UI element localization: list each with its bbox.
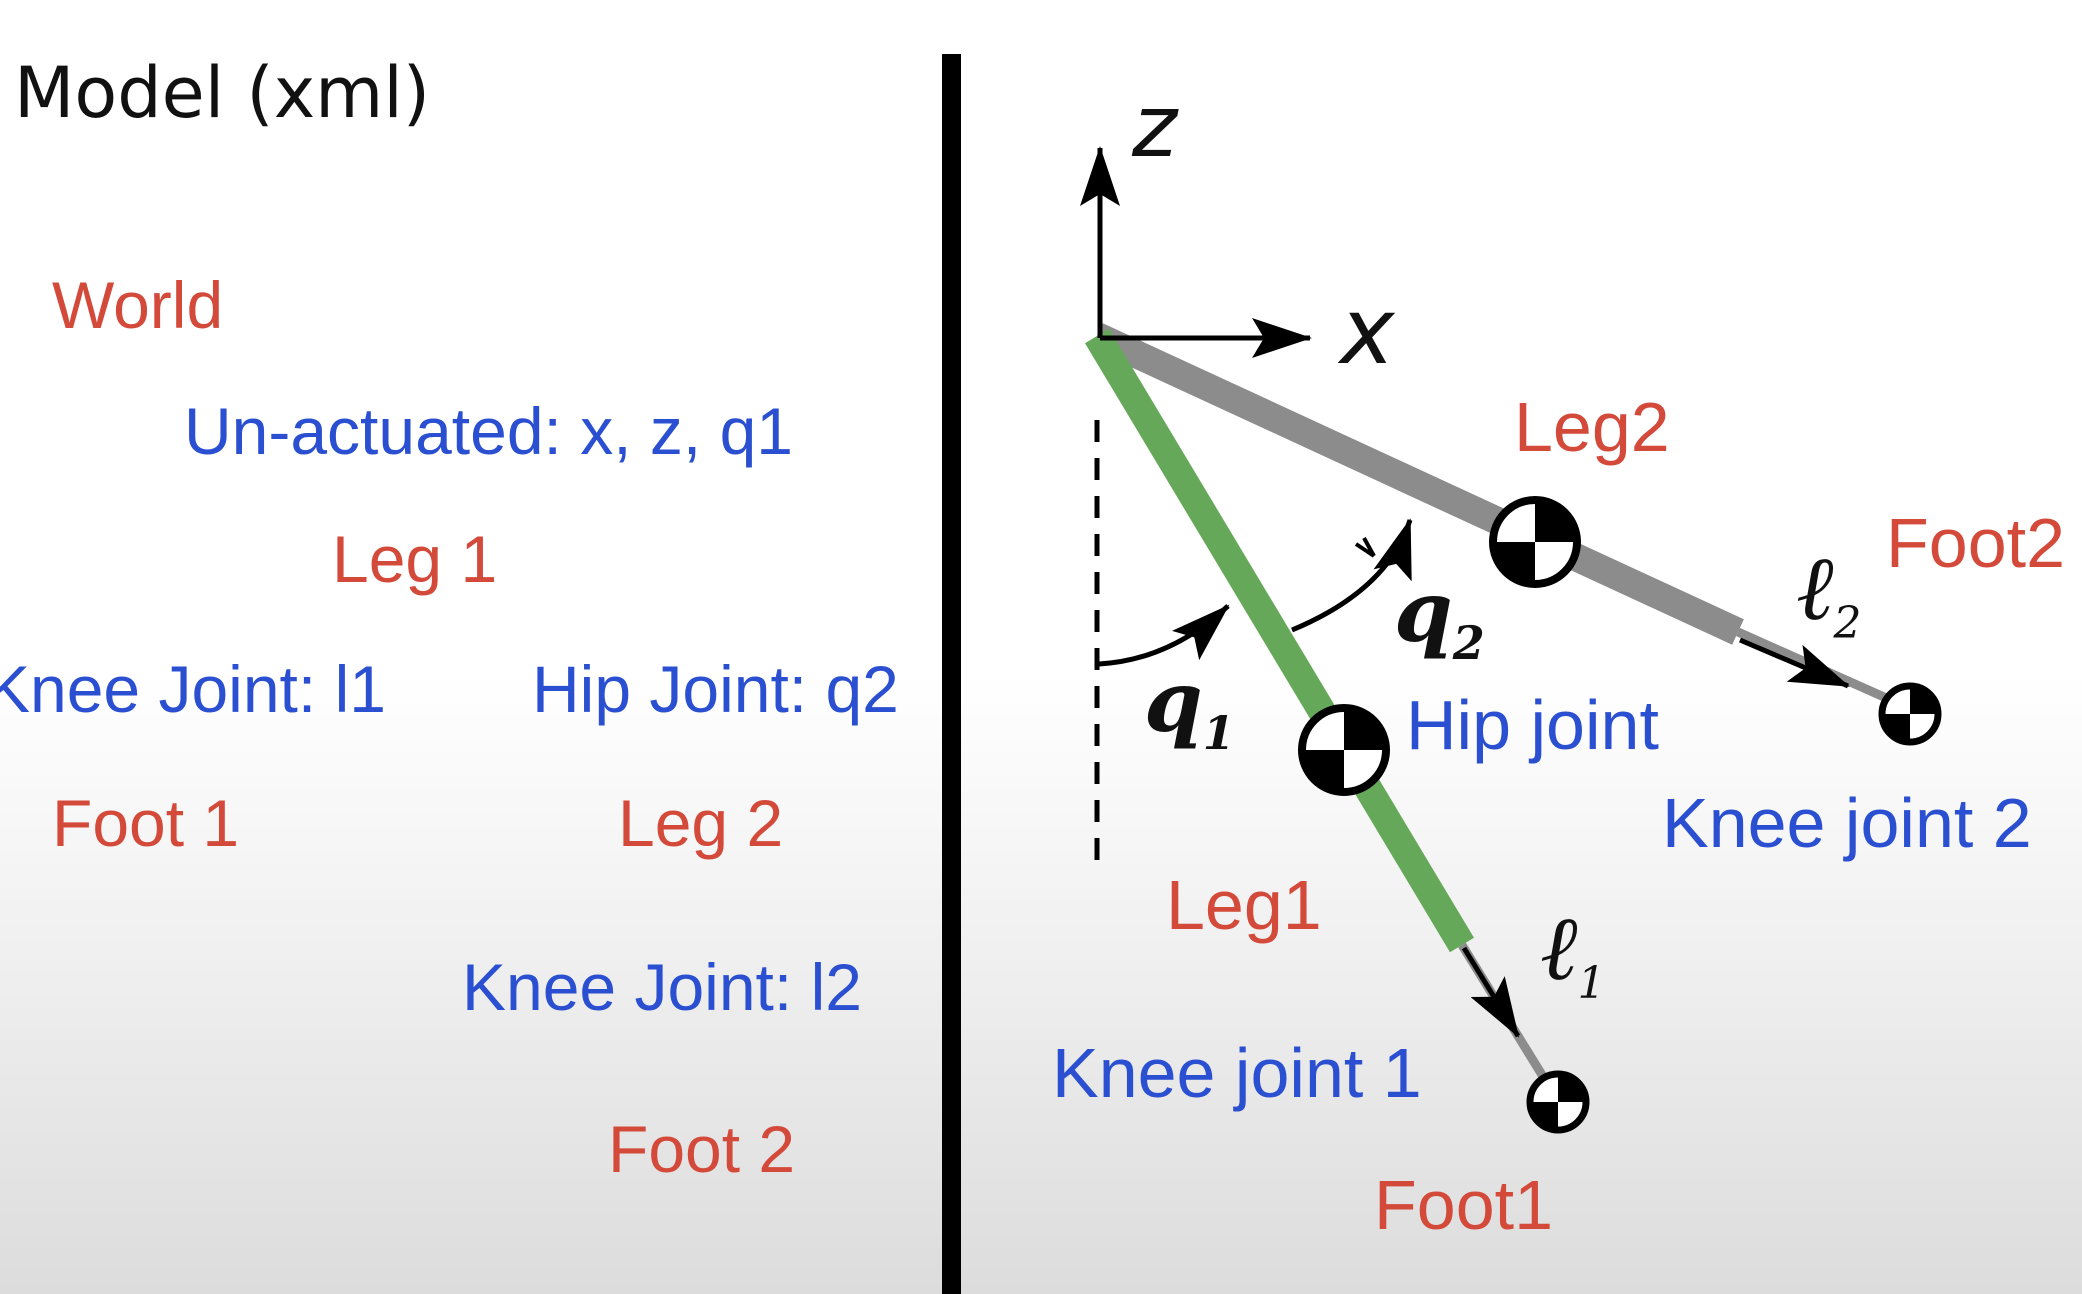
panel-divider (942, 54, 961, 1294)
leg2-label: Leg2 (1514, 388, 1670, 466)
l1-arrow (1461, 946, 1521, 1038)
q1-symbol: q1 (1144, 660, 1235, 756)
foot1-label: Foot1 (1374, 1166, 1553, 1244)
x-axis-label: x (1340, 278, 1395, 385)
knee-joint1-label: Knee joint 1 (1052, 1034, 1422, 1112)
tree-item-foot1: Foot 1 (52, 786, 240, 860)
foot2-label: Foot2 (1886, 504, 2065, 582)
hip-joint-label: Hip joint (1406, 686, 1659, 764)
leg1-label: Leg1 (1166, 866, 1322, 944)
l1-symbol: ℓ1 (1540, 904, 1606, 1006)
q2-subscript: 2 (1452, 615, 1485, 670)
q2-angle-arc (1291, 518, 1413, 633)
q1-angle-arc (1098, 604, 1230, 667)
tree-item-knee-joint-l2: Knee Joint: l2 (462, 950, 862, 1024)
l2-letter: ℓ (1796, 536, 1834, 641)
tree-item-unactuated: Un-actuated: x, z, q1 (184, 394, 793, 468)
knee-joint2-label: Knee joint 2 (1662, 784, 2032, 862)
z-axis-label: z (1132, 77, 1178, 177)
leg2-com-symbol (1489, 496, 1581, 588)
tree-item-world: World (52, 268, 224, 342)
tree-item-hip-joint-q2: Hip Joint: q2 (532, 652, 899, 726)
tree-item-foot2: Foot 2 (608, 1112, 796, 1186)
q2-letter: q (1394, 562, 1453, 661)
tree-item-knee-joint-l1: Knee Joint: l1 (0, 652, 386, 726)
panel-title: Model (xml) (14, 52, 431, 134)
tree-item-leg1: Leg 1 (332, 522, 498, 596)
tree-item-leg2: Leg 2 (618, 786, 784, 860)
hip-joint-symbol (1298, 704, 1390, 796)
foot1-symbol (1526, 1070, 1590, 1134)
l1-subscript: 1 (1577, 958, 1606, 1009)
leg1-link (1084, 328, 1475, 953)
l1-letter: ℓ (1540, 896, 1578, 1001)
q1-subscript: 1 (1202, 705, 1235, 760)
foot2-symbol (1878, 682, 1942, 746)
l2-arrow (1739, 637, 1850, 689)
q2-symbol: q2 (1394, 570, 1485, 666)
l2-subscript: 2 (1833, 598, 1862, 649)
leg2-link (1091, 323, 1744, 645)
l2-symbol: ℓ2 (1796, 544, 1862, 646)
q2-arc-tail (1354, 537, 1376, 558)
q1-letter: q (1144, 652, 1203, 751)
